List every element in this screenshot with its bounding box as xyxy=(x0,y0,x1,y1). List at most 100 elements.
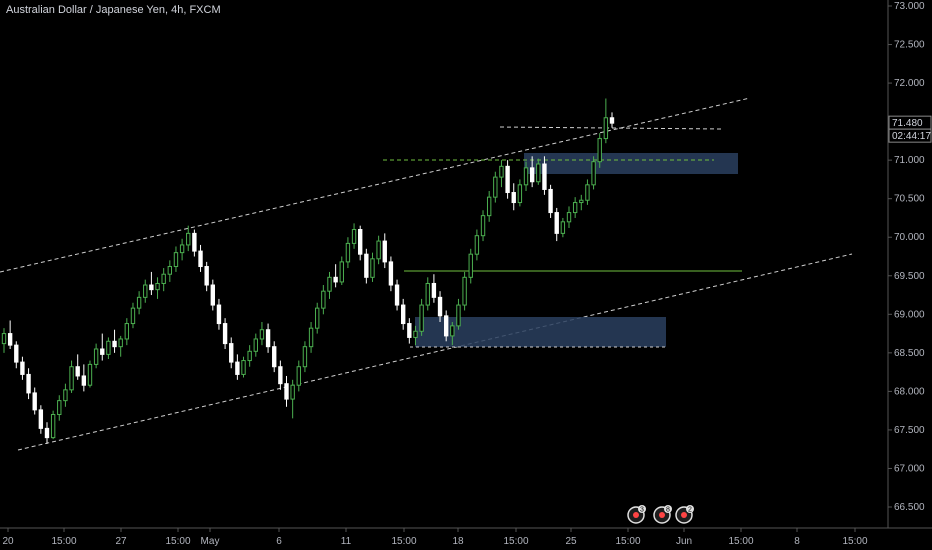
candle-body xyxy=(222,323,228,345)
candle-body xyxy=(302,346,308,368)
x-tick-label: 11 xyxy=(341,536,352,547)
x-tick-label: 15:00 xyxy=(728,536,753,547)
candle xyxy=(192,229,197,257)
candle xyxy=(272,341,277,373)
y-tick-label: 68.000 xyxy=(894,386,925,397)
candle xyxy=(112,329,117,353)
candle xyxy=(241,356,246,378)
candle-body xyxy=(603,117,609,140)
event-badge[interactable]: 2 xyxy=(675,505,694,524)
candle-body xyxy=(253,338,258,352)
event-badge[interactable]: 8 xyxy=(653,505,672,524)
candle xyxy=(222,318,228,349)
candle xyxy=(511,183,516,211)
x-tick-label: 18 xyxy=(452,536,464,547)
candle-body xyxy=(450,325,455,337)
candle xyxy=(38,405,44,434)
candle-body xyxy=(87,363,93,386)
candle-body xyxy=(75,366,80,377)
candle xyxy=(499,160,504,188)
candle xyxy=(327,271,332,299)
candle xyxy=(376,235,381,265)
y-tick-label: 70.500 xyxy=(894,194,925,205)
candle xyxy=(14,341,19,369)
candle-body xyxy=(419,304,424,332)
candle xyxy=(579,194,584,211)
candle-body xyxy=(118,338,123,348)
candle xyxy=(308,322,314,353)
candle-body xyxy=(241,360,246,375)
candle-body xyxy=(351,229,357,244)
candle-body xyxy=(81,375,87,386)
candle-body xyxy=(505,165,510,194)
event-badge-count-bg xyxy=(686,505,694,513)
candle xyxy=(566,206,572,228)
x-tick-label: 25 xyxy=(565,536,577,547)
candle xyxy=(474,229,480,261)
candle xyxy=(572,197,578,218)
y-tick-label: 67.000 xyxy=(894,463,925,474)
candle xyxy=(229,337,234,369)
candle-body xyxy=(186,232,191,246)
candle-body xyxy=(100,348,105,355)
candle-body xyxy=(167,266,173,275)
candle-body xyxy=(7,333,13,346)
candle xyxy=(536,158,541,185)
candle xyxy=(247,345,252,367)
candle xyxy=(259,322,265,346)
channel-lower-line[interactable] xyxy=(17,253,853,451)
x-tick-label: 20 xyxy=(2,536,14,547)
x-tick-label: 15:00 xyxy=(842,536,867,547)
candle-body xyxy=(517,184,523,204)
candle-body xyxy=(57,400,62,416)
candle xyxy=(143,279,148,303)
supply-zone-upper[interactable] xyxy=(524,153,738,174)
candle xyxy=(278,360,283,390)
candle-body xyxy=(413,330,418,338)
candle xyxy=(186,225,191,252)
x-tick-label: 6 xyxy=(276,536,282,547)
candle xyxy=(161,268,166,292)
event-badge[interactable]: 3 xyxy=(627,505,646,524)
candle-body xyxy=(376,240,381,260)
candle-body xyxy=(69,366,74,391)
candle xyxy=(118,335,123,357)
candle xyxy=(290,379,295,419)
candle-body xyxy=(63,389,68,402)
candle-body xyxy=(597,138,602,163)
candle-body xyxy=(265,329,271,348)
candle-body xyxy=(493,176,498,198)
candle-body xyxy=(247,350,252,362)
candle-body xyxy=(572,202,578,214)
candle xyxy=(351,223,357,249)
candle-body xyxy=(542,163,547,190)
candle xyxy=(591,156,596,190)
candle-body xyxy=(155,282,160,291)
candle xyxy=(124,318,130,346)
candle-body xyxy=(560,221,566,234)
channel-upper-line[interactable] xyxy=(0,97,751,273)
candle xyxy=(216,298,222,330)
candle xyxy=(560,217,566,238)
x-tick-label: 15:00 xyxy=(503,536,528,547)
y-tick-label: 70.000 xyxy=(894,232,925,243)
candle-body xyxy=(204,266,209,286)
candle xyxy=(468,248,473,284)
top-dashed-line[interactable] xyxy=(499,126,723,130)
candle-body xyxy=(93,348,99,365)
candle-body xyxy=(112,340,117,348)
candle xyxy=(136,291,142,315)
x-tick-label: 15:00 xyxy=(51,536,76,547)
candle xyxy=(167,260,173,282)
candle-body xyxy=(321,290,326,309)
candle xyxy=(603,98,609,144)
candle-body xyxy=(529,167,535,183)
candle-body xyxy=(523,167,529,186)
candle-body xyxy=(106,340,111,355)
y-tick-label: 68.500 xyxy=(894,348,925,359)
candle-body xyxy=(327,276,332,292)
candle xyxy=(32,387,37,415)
candle-body xyxy=(44,427,50,439)
candle-body xyxy=(566,212,572,223)
